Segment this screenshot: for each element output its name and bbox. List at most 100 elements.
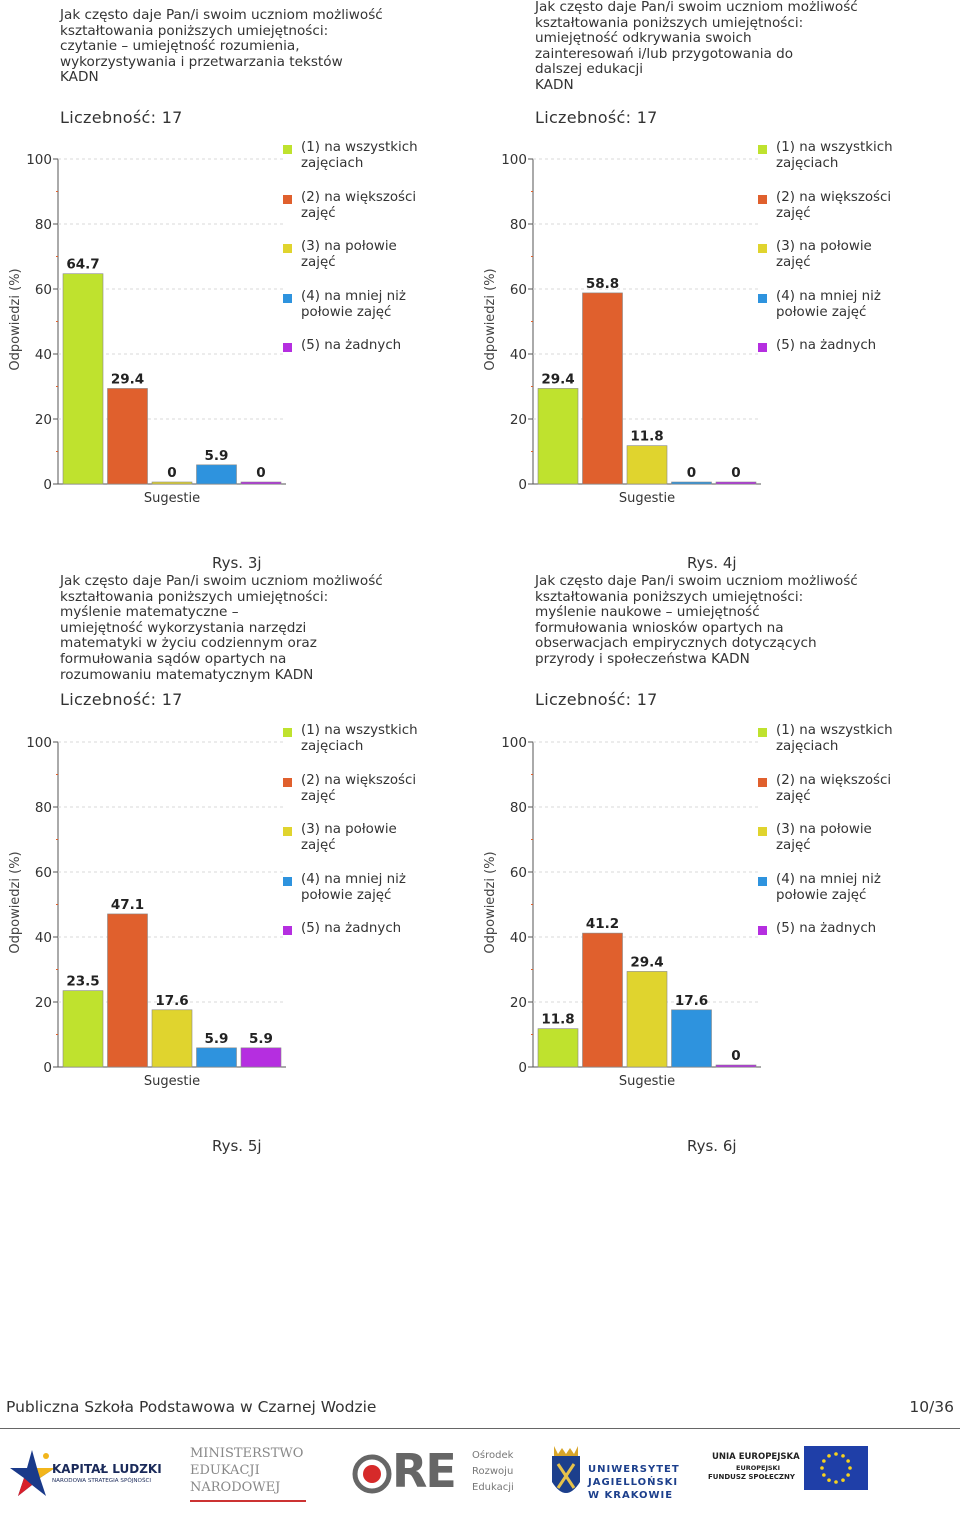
legend-label: (5) na żadnych [776, 921, 877, 936]
legend-item: (5) na żadnych [282, 338, 472, 388]
legend-label: (5) na żadnych [301, 338, 402, 353]
legend-item: (4) na mniej niż połowie zajęć [757, 289, 947, 339]
y-tick-label: 40 [35, 347, 52, 363]
bar-2 [582, 292, 623, 485]
legend-item: (2) na większości zajęć [282, 773, 472, 823]
bar-value-label: 5.9 [249, 1031, 273, 1047]
bar-value-label: 11.8 [541, 1012, 574, 1028]
eu-line-2: EUROPEJSKI [736, 1464, 781, 1472]
legend-item: (3) na połowie zajęć [757, 239, 947, 289]
legend-swatch [283, 244, 292, 253]
legend-swatch [758, 777, 767, 787]
y-axis-label: Odpowiedzi (%) [483, 851, 498, 953]
bar-2 [107, 388, 148, 485]
legend-item: (1) na wszystkich zajęciach [282, 140, 472, 190]
y-axis-label: Odpowiedzi (%) [483, 268, 498, 370]
legend-item: (4) na mniej niż połowie zajęć [757, 872, 947, 922]
kapital-ludzki-star-icon [10, 1450, 55, 1496]
legend-swatch [283, 145, 292, 154]
eu-star [846, 1473, 850, 1477]
figure-caption: Rys. 6j [687, 1137, 737, 1155]
legend-item: (5) na żadnych [757, 921, 947, 971]
bar-4 [196, 464, 237, 485]
x-axis-label: Sugestie [619, 491, 675, 506]
x-axis-label: Sugestie [619, 1074, 675, 1089]
bar-value-label: 17.6 [155, 993, 188, 1009]
bar-value-label: 17.6 [675, 993, 708, 1009]
kapital-ludzki-title: KAPITAŁ LUDZKI [52, 1462, 162, 1476]
legend-label: (2) na większości zajęć [301, 772, 417, 804]
chart-title: Jak często daje Pan/i swoim uczniom możl… [535, 0, 858, 93]
bar-value-label: 29.4 [111, 371, 144, 387]
footer-school-name: Publiczna Szkoła Podstawowa w Czarnej Wo… [6, 1398, 377, 1416]
legend-swatch [758, 244, 767, 253]
legend-swatch [283, 926, 292, 935]
y-tick-label: 0 [43, 477, 52, 493]
eu-star [841, 1478, 845, 1482]
y-tick-label: 0 [43, 1060, 52, 1076]
chart-title: Jak często daje Pan/i swoim uczniom możl… [60, 573, 383, 683]
y-tick-label: 100 [501, 735, 527, 751]
bar-value-label: 0 [687, 465, 696, 481]
men-line-2: EDUKACJI [190, 1463, 260, 1478]
chart-title: Jak często daje Pan/i swoim uczniom możl… [60, 7, 383, 86]
bar-5 [715, 481, 757, 485]
y-tick-label: 80 [35, 800, 52, 816]
y-tick-label: 80 [510, 217, 527, 233]
legend-item: (3) na połowie zajęć [282, 822, 472, 872]
legend-item: (4) na mniej niż połowie zajęć [282, 289, 472, 339]
chart-legend: (1) na wszystkich zajęciach (2) na większ… [757, 140, 947, 388]
chart-1: Jak często daje Pan/i swoim uczniom możl… [0, 7, 480, 568]
y-tick-label: 80 [510, 800, 527, 816]
legend-item: (4) na mniej niż połowie zajęć [282, 872, 472, 922]
y-axis-label: Odpowiedzi (%) [8, 268, 23, 370]
legend-swatch [283, 876, 292, 886]
legend-item: (5) na żadnych [757, 338, 947, 388]
legend-swatch [758, 145, 767, 154]
kapital-ludzki-subtitle: NARODOWA STRATEGIA SPÓJNOŚCI [52, 1478, 152, 1484]
sample-count: Liczebność: 17 [535, 690, 658, 709]
y-tick-label: 60 [35, 865, 52, 881]
y-tick-label: 0 [518, 1060, 527, 1076]
eu-star [834, 1480, 838, 1484]
y-axis-label: Odpowiedzi (%) [8, 851, 23, 953]
bar-3 [626, 971, 668, 1068]
bar-1 [62, 990, 104, 1068]
chart-svg: Odpowiedzi (%) 0 20 40 60 80 100 23.5 47.1 17.6 5.… [8, 735, 286, 1089]
ore-line-3: Edukacji [472, 1482, 514, 1493]
y-tick-label: 20 [35, 995, 52, 1011]
y-tick-label: 60 [35, 282, 52, 298]
legend-item: (1) na wszystkich zajęciach [282, 723, 472, 773]
ore-circle-icon [352, 1454, 392, 1494]
y-tick-label: 20 [510, 995, 527, 1011]
y-tick-label: 60 [510, 282, 527, 298]
legend-swatch [758, 293, 767, 303]
bar-5 [240, 1047, 282, 1068]
legend-label: (1) na wszystkich zajęciach [776, 140, 893, 171]
y-tick-label: 40 [35, 930, 52, 946]
legend-swatch [283, 343, 292, 352]
bar-1 [537, 1028, 579, 1068]
legend-swatch [758, 876, 767, 886]
chart-2: Jak często daje Pan/i swoim uczniom możl… [475, 0, 955, 560]
legend-swatch [283, 827, 292, 836]
bar-value-label: 0 [167, 465, 176, 481]
bar-value-label: 23.5 [66, 974, 99, 990]
y-tick-label: 80 [35, 217, 52, 233]
bar-value-label: 0 [731, 465, 740, 481]
legend-item: (2) na większości zajęć [757, 773, 947, 823]
legend-label: (4) na mniej niż połowie zajęć [301, 288, 406, 320]
sample-count: Liczebność: 17 [60, 108, 183, 127]
men-line-1: MINISTERSTWO [190, 1446, 304, 1461]
chart-3: Jak często daje Pan/i swoim uczniom możl… [0, 554, 480, 1116]
legend-swatch [283, 728, 292, 737]
legend-swatch [283, 194, 292, 204]
eu-flag-icon [804, 1446, 868, 1490]
sample-count: Liczebność: 17 [60, 690, 183, 709]
bar-value-label: 5.9 [205, 448, 229, 464]
legend-item: (1) na wszystkich zajęciach [757, 723, 947, 773]
legend-swatch [758, 926, 767, 935]
figure-caption: Rys. 4j [687, 554, 737, 572]
bar-value-label: 0 [256, 465, 265, 481]
figure-caption: Rys. 5j [212, 1137, 262, 1155]
